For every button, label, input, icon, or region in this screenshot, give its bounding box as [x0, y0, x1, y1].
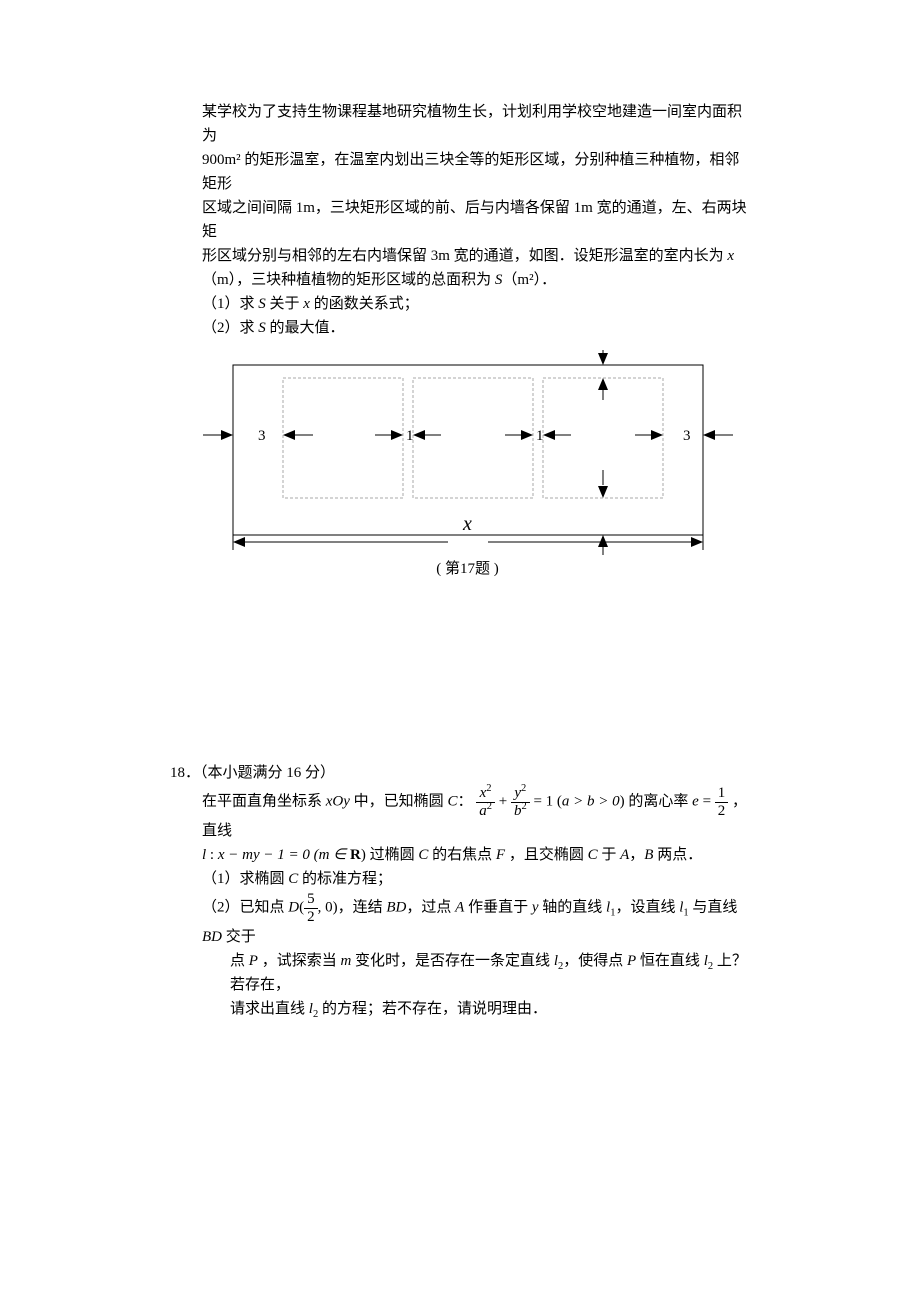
l4c: 变化时，是否存在一条定直线 [351, 953, 554, 969]
m: m [340, 953, 351, 969]
p2a: （2）求 [202, 320, 258, 336]
x-label: x [462, 513, 472, 535]
den2: 2 [715, 803, 729, 820]
R: R [350, 847, 361, 863]
l1a: 在平面直角坐标系 [202, 793, 326, 809]
l4b: ，试探索当 [258, 953, 341, 969]
l2d: ，且交椭圆 [505, 847, 588, 863]
l1c: ： [457, 793, 472, 809]
q17-stem: 某学校为了支持生物课程基地研究植物生长，计划利用学校空地建造一间室内面积为 90… [170, 100, 750, 292]
p1b: 关于 [266, 296, 304, 312]
F: F [496, 847, 505, 863]
l4a: 点 [230, 953, 249, 969]
greenhouse-diagram: 3 1 1 3 x [203, 350, 733, 555]
gap-mid2: 1 [536, 428, 544, 444]
figure-caption: ( 第17题 ) [185, 557, 750, 581]
l2eq: x − my − 1 = 0 (m ∈ [218, 847, 350, 863]
cond: a > b > 0 [562, 793, 620, 809]
stem-line2: 900m² 的矩形温室，在温室内划出三块全等的矩形区域，分别种植三种植物，相邻矩… [202, 152, 739, 192]
q18-part1: （1）求椭圆 C 的标准方程； [170, 867, 750, 891]
p2b: ，连结 [338, 899, 387, 915]
xoy: xOy [326, 793, 350, 809]
q18-line4: 点 P ，试探索当 m 变化时，是否存在一条定直线 l2，使得点 P 恒在直线 … [170, 949, 750, 997]
p2c: ，过点 [406, 899, 455, 915]
p2h: 交于 [222, 929, 256, 945]
C2: C [418, 847, 428, 863]
num1: 1 [715, 785, 729, 803]
stem-line3: 区域之间间隔 1m，三块矩形区域的前、后与内墙各保留 1m 宽的通道，左、右两块… [202, 200, 747, 240]
l4d: ，使得点 [563, 953, 627, 969]
eq2: = [699, 793, 715, 809]
C: C [447, 793, 457, 809]
q18-stem: 在平面直角坐标系 xOy 中，已知椭圆 C： x2a2 + y2b2 = 1 (… [170, 785, 750, 867]
frac-x2a2: x2a2 [476, 785, 495, 819]
p2g: 与直线 [689, 899, 738, 915]
close: ) 的离心率 [620, 793, 693, 809]
p1b: 的标准方程； [298, 871, 392, 887]
BD: BD [386, 899, 406, 915]
eq1: = 1 ( [533, 793, 561, 809]
l2a: : [206, 847, 218, 863]
p1a: （1）求 [202, 296, 258, 312]
BD2: BD [202, 929, 222, 945]
frac-y2b2: y2b2 [511, 785, 530, 819]
q18-part2: （2）已知点 D(52, 0)，连结 BD，过点 A 作垂直于 y 轴的直线 l… [170, 891, 750, 949]
l4e: 恒在直线 [636, 953, 704, 969]
l2f: ， [629, 847, 644, 863]
p2d: 作垂直于 [464, 899, 532, 915]
P2: P [627, 953, 636, 969]
n5: 5 [304, 891, 318, 909]
stem-line4: 形区域分别与相邻的左右内墙保留 3m 宽的通道，如图．设矩形温室的室内长为 [202, 248, 727, 264]
gap-mid1: 1 [406, 428, 414, 444]
p1C: C [288, 871, 298, 887]
q17-part1: （1）求 S 关于 x 的函数关系式； [170, 292, 750, 316]
p2-S: S [258, 320, 266, 336]
stem-line5a: （m），三块种植植物的矩形区域的总面积为 [202, 272, 495, 288]
l5b: 的方程；若不存在，请说明理由． [318, 1001, 547, 1017]
l5a: 请求出直线 [230, 1001, 309, 1017]
gap-right: 3 [683, 428, 691, 444]
q18: 18．（本小题满分 16 分） 在平面直角坐标系 xOy 中，已知椭圆 C： x… [170, 761, 750, 1021]
gap-left: 3 [258, 428, 266, 444]
A: A [620, 847, 629, 863]
q18-line5: 请求出直线 l2 的方程；若不存在，请说明理由． [170, 997, 750, 1021]
l2b: ) 过椭圆 [361, 847, 419, 863]
p2a: （2）已知点 [202, 899, 288, 915]
y: y [514, 785, 521, 801]
plus: + [499, 793, 511, 809]
l2e: 于 [598, 847, 621, 863]
l2g: 两点． [653, 847, 702, 863]
A2: A [455, 899, 464, 915]
a: a [479, 803, 487, 819]
stem-line1: 某学校为了支持生物课程基地研究植物生长，计划利用学校空地建造一间室内面积为 [202, 104, 742, 144]
p2e: 轴的直线 [539, 899, 607, 915]
frac-half: 12 [715, 785, 729, 819]
y: y [532, 899, 539, 915]
l2c: 的右焦点 [428, 847, 496, 863]
p2f: ，设直线 [615, 899, 679, 915]
p2b: 的最大值． [266, 320, 345, 336]
q18-label: 18．（本小题满分 16 分） [170, 765, 335, 781]
e: e [692, 793, 699, 809]
p1a: （1）求椭圆 [202, 871, 288, 887]
p1-x: x [303, 296, 310, 312]
l1b: 中，已知椭圆 [350, 793, 448, 809]
stem-line5b: （m²）． [502, 272, 556, 288]
q17-figure: 3 1 1 3 x ( 第17题 ) [185, 350, 750, 581]
var-x: x [727, 248, 734, 264]
d2: 2 [304, 909, 318, 926]
p1c: 的函数关系式； [310, 296, 419, 312]
frac-52: 52 [304, 891, 318, 925]
D: D [288, 899, 299, 915]
q17-part2: （2）求 S 的最大值． [170, 316, 750, 340]
C3: C [588, 847, 598, 863]
P: P [249, 953, 258, 969]
p1-S: S [258, 296, 266, 312]
rp: , 0) [318, 899, 338, 915]
